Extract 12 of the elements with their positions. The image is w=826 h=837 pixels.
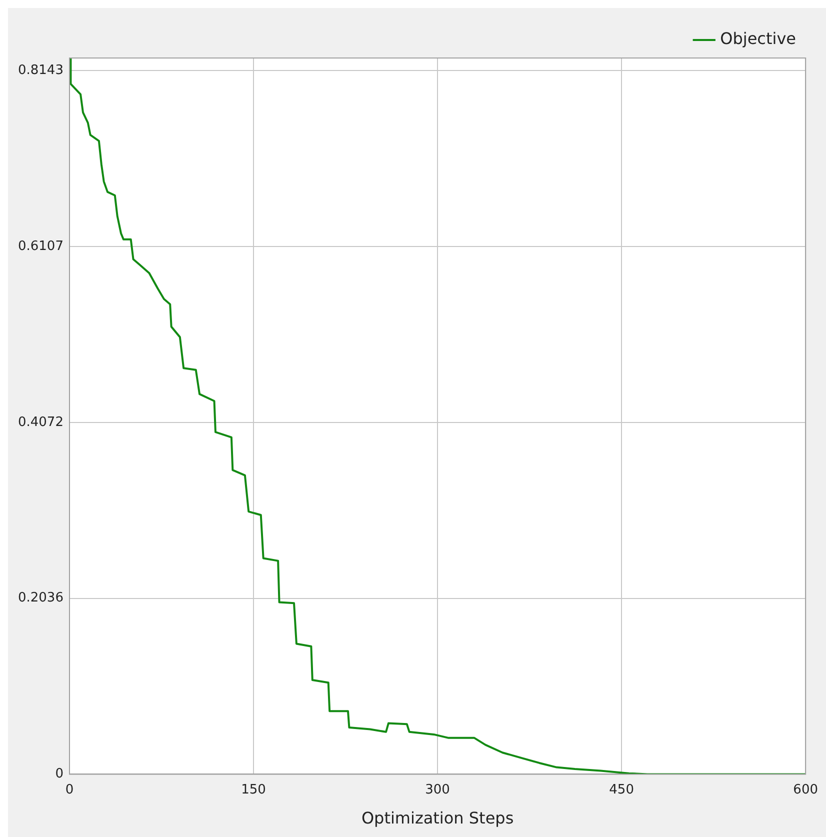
x-tick-label: 0: [65, 782, 74, 798]
y-tick-label: 0.8143: [18, 63, 64, 78]
y-tick-label: 0: [55, 766, 64, 782]
x-tick-label: 450: [609, 782, 634, 798]
y-tick-label: 0.4072: [18, 414, 64, 430]
y-tick-label: 0.2036: [18, 590, 64, 606]
legend-label: Objective: [720, 29, 796, 48]
x-tick-label: 150: [241, 782, 266, 798]
x-tick-label: 300: [425, 782, 450, 798]
x-tick-label: 600: [793, 782, 818, 798]
y-tick-label: 0.6107: [18, 238, 64, 254]
x-axis-title: Optimization Steps: [361, 808, 514, 828]
